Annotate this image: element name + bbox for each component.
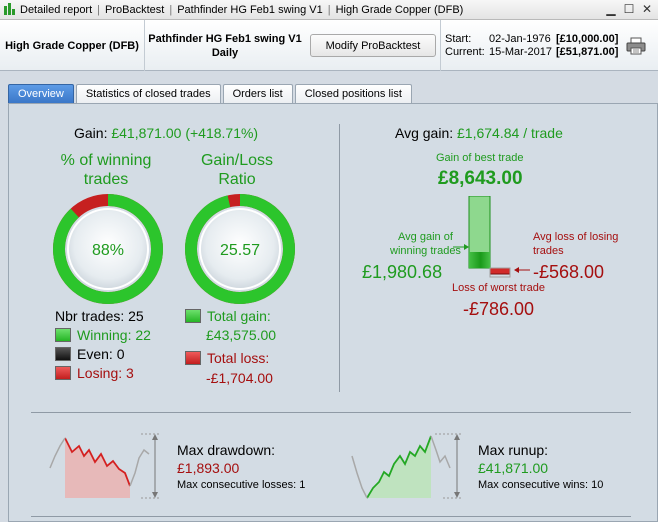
breadcrumb-report[interactable]: Detailed report [20,3,93,16]
breadcrumb-strategy[interactable]: Pathfinder HG Feb1 swing V1 [177,3,323,16]
gain-loss-ratio-title: Gain/Loss Ratio [200,152,274,188]
winning-trades-donut: 88% [53,194,163,304]
drawdown-chart [49,433,159,499]
total-gain-swatch [185,309,201,323]
avg-loss-bar [489,267,511,275]
avg-win-bar [469,252,490,268]
stats-divider [31,412,631,413]
avg-win-label: Avg gain of winning trades [390,231,461,257]
even-swatch [55,347,71,361]
worst-loss-bar [489,267,511,278]
start-capital: [£10,000.00] [556,33,619,45]
tab-closed-positions[interactable]: Closed positions list [294,84,412,103]
best-trade-label: Gain of best trade [436,152,524,164]
report-header: High Grade Copper (DFB) Pathfinder HG Fe… [0,20,658,71]
max-consecutive-wins: Max consecutive wins: 10 [478,479,604,491]
strategy-info: Pathfinder HG Feb1 swing V1 Daily [145,20,305,71]
total-gain-label: Total gain: [185,308,271,324]
nbr-trades: Nbr trades: 25 [55,308,144,324]
max-runup-label: Max runup: [478,442,549,458]
overview-panel: Gain: £41,871.00 (+418.71%) % of winning… [8,103,658,522]
winning-pct-text: 88% [92,242,124,259]
donut-win-arc [53,194,163,304]
gain-value: £41,871.00 (+418.71%) [111,125,259,141]
gain-loss-ratio-text: 25.57 [220,242,260,259]
current-label: Current: [445,46,485,58]
total-loss-label: Total loss: [185,350,269,366]
current-capital: [£51,871.00] [556,46,619,58]
avg-loss-value: -£568.00 [533,262,605,282]
strategy-name: Pathfinder HG Feb1 swing V1 [148,32,302,45]
modify-probacktest-button[interactable]: Modify ProBacktest [310,34,436,57]
max-runup-value: £41,871.00 [478,460,549,476]
timeframe: Daily [211,46,239,59]
gain-label: Gain: [74,125,108,141]
window-titlebar: Detailed report | ProBacktest | Pathfind… [0,0,658,20]
winning-count: Winning: 22 [55,327,151,343]
minimize-icon[interactable]: ▁ [606,2,616,16]
runup-line [366,435,432,499]
total-gain-value: £43,575.00 [206,327,277,343]
capital-dates: Start: 02-Jan-1976 [£10,000.00] Current:… [440,20,620,71]
winning-swatch [55,328,71,342]
start-label: Start: [445,33,472,45]
avg-win-value: £1,980.68 [362,262,443,282]
avg-gain-label: Avg gain: [395,125,454,141]
instrument-name: High Grade Copper (DFB) [0,20,145,71]
printer-icon[interactable] [626,37,646,55]
even-count: Even: 0 [55,346,124,362]
runup-chart [351,433,461,499]
total-loss-swatch [185,351,201,365]
avg-gain-summary: Avg gain: £1,674.84 / trade [395,125,563,141]
max-consecutive-losses: Max consecutive losses: 1 [177,479,306,491]
max-drawdown-label: Max drawdown: [177,442,276,458]
best-trade-value: £8,643.00 [438,168,523,189]
arrow-left-icon [514,267,530,273]
winning-pct-title: % of winning trades [60,152,152,188]
breadcrumb-probacktest[interactable]: ProBacktest [105,3,165,16]
maximize-icon[interactable]: ☐ [623,2,635,16]
losing-swatch [55,366,71,380]
tab-statistics[interactable]: Statistics of closed trades [75,84,221,103]
total-loss-value: -£1,704.00 [206,370,273,386]
start-date: 02-Jan-1976 [489,33,551,45]
avg-gain-value: £1,674.84 / trade [457,125,563,141]
drawdown-line [64,437,131,487]
avg-trade-bars [468,196,511,278]
max-drawdown-value: £1,893.00 [177,460,240,476]
report-tabs: Overview Statistics of closed trades Ord… [8,84,412,103]
arrow-right-icon [453,244,469,250]
losing-count: Losing: 3 [55,365,134,381]
worst-trade-value: -£786.00 [463,299,535,319]
avg-loss-label: Avg loss of losing trades [533,231,619,257]
chart-app-icon [3,2,17,17]
gain-loss-ratio-donut: 25.57 [185,194,295,304]
gain-summary: Gain: £41,871.00 (+418.71%) [74,125,258,141]
worst-trade-label: Loss of worst trade [452,282,545,294]
close-icon[interactable]: ✕ [641,2,653,16]
breadcrumb-instrument[interactable]: High Grade Copper (DFB) [335,3,464,16]
tab-orders-list[interactable]: Orders list [222,84,293,103]
section-divider [339,124,340,392]
tab-overview[interactable]: Overview [8,84,74,103]
current-date: 15-Mar-2017 [489,46,552,58]
bottom-divider [31,516,631,517]
